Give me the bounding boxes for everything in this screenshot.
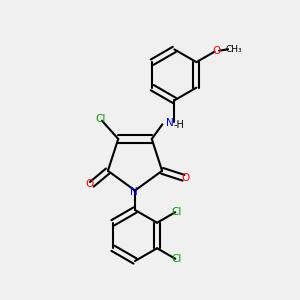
Text: -H: -H [173,120,184,130]
Text: O: O [212,46,220,56]
Text: N: N [130,187,137,197]
Text: CH₃: CH₃ [225,45,242,54]
Text: O: O [85,179,94,189]
Text: O: O [182,173,190,183]
Text: Cl: Cl [172,207,182,217]
Text: Cl: Cl [95,114,106,124]
Text: N: N [166,118,174,128]
Text: Cl: Cl [172,254,182,264]
